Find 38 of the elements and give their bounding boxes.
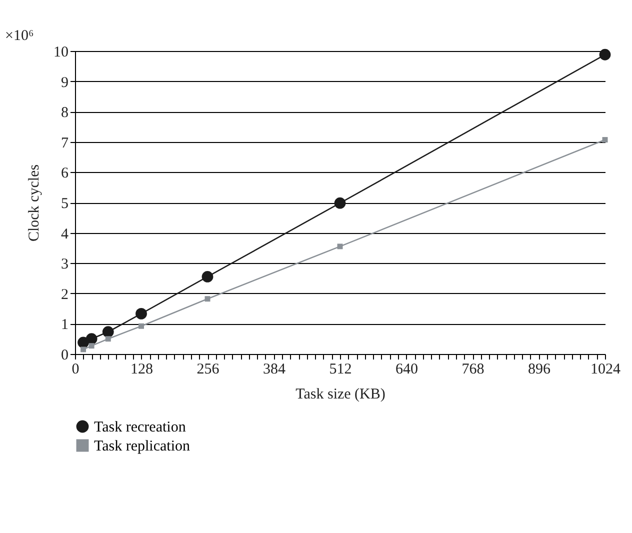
text: ×10⁶ (5, 28, 34, 44)
x-tick-label: 1024 (590, 362, 621, 378)
y-tick-label: 6 (61, 166, 69, 182)
y-tick-label: 7 (61, 135, 69, 152)
x-tick-label: 768 (462, 362, 484, 378)
point (334, 197, 346, 209)
point (599, 48, 611, 60)
legend-label: Task recreation (94, 420, 186, 436)
legend-label: Task replication (94, 438, 190, 454)
y-tick-label: 1 (61, 317, 68, 334)
y-axis-title: Clock cycles (26, 164, 42, 242)
x-tick-label: 896 (528, 362, 551, 378)
y-tick-label: 8 (61, 105, 68, 122)
point (105, 336, 111, 342)
x-tick-label: 256 (196, 362, 220, 378)
point (337, 244, 343, 250)
point (202, 271, 214, 282)
point (88, 343, 94, 349)
point (136, 308, 147, 320)
y-tick-label: 5 (61, 196, 68, 212)
x-tick-label: 512 (329, 362, 352, 378)
x-tick-label: 128 (130, 362, 153, 378)
y-tick-label: 10 (54, 44, 68, 60)
point (204, 296, 210, 302)
x-tick-label: 0 (72, 362, 80, 378)
point (602, 137, 608, 143)
y-tick-label: 4 (61, 226, 69, 242)
x-axis-title: Task size (KB) (296, 386, 386, 402)
x-tick-label: 384 (263, 362, 286, 378)
point (80, 346, 86, 352)
point (138, 323, 144, 329)
point (102, 326, 114, 338)
y-tick-label: 3 (61, 256, 68, 273)
x-tick-label: 640 (396, 362, 418, 378)
point (86, 333, 98, 345)
y-tick-label: 2 (61, 286, 68, 303)
y-tick-label: 0 (61, 348, 68, 364)
y-tick-label: 9 (61, 74, 68, 91)
